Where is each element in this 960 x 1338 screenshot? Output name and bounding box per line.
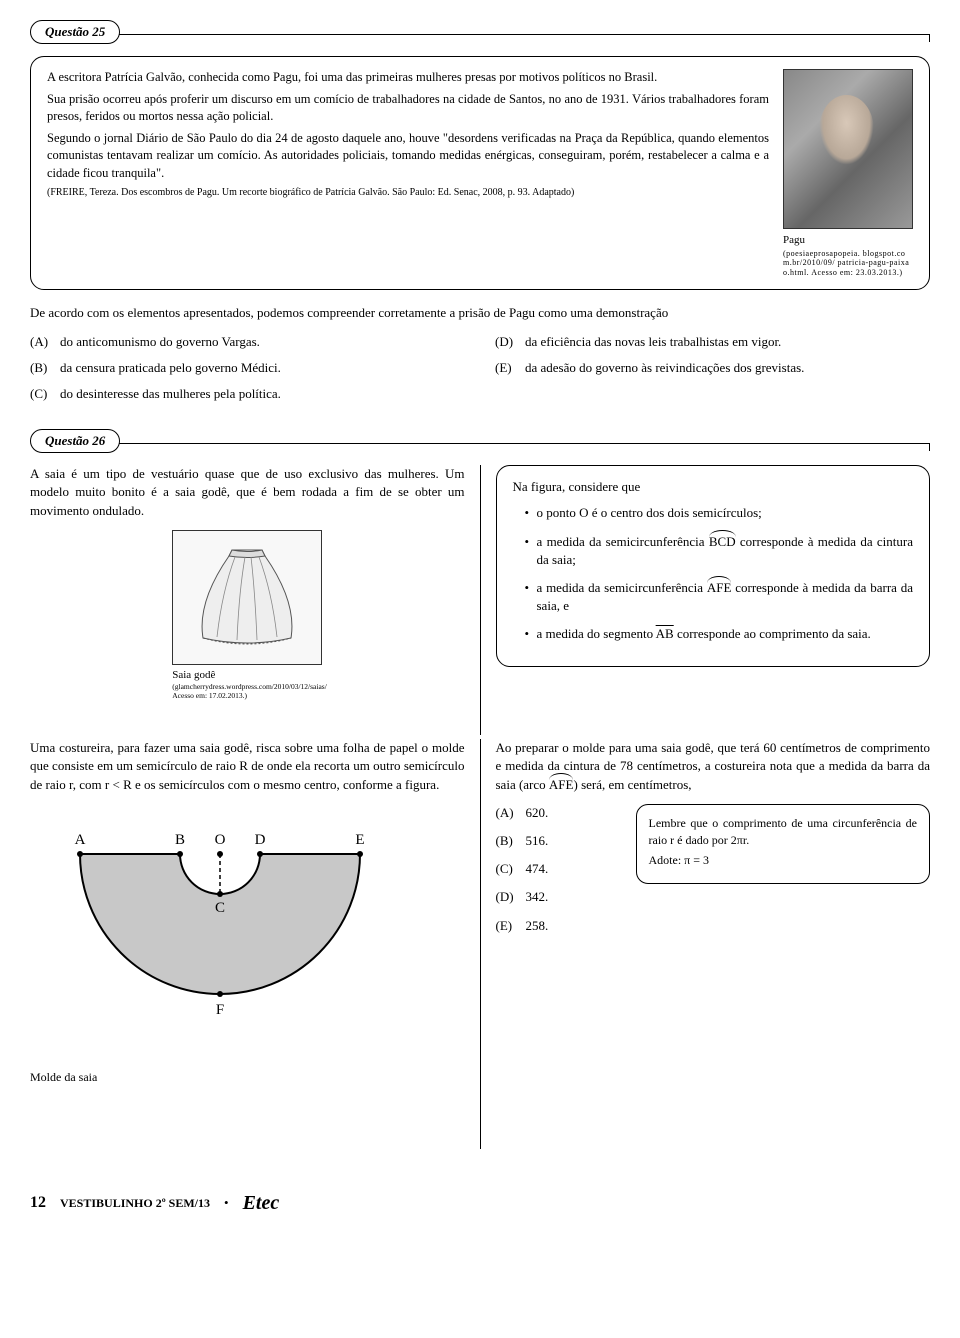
skirt-figure: Saia godê (glamcherrydress.wordpress.com… — [172, 530, 322, 700]
q25-photo-column: Pagu (poesiaeprosapopeia. blogspot.com.b… — [783, 69, 913, 277]
consider-lead: Na figura, considere que — [513, 478, 914, 496]
mold-caption: Molde da saia — [30, 1069, 465, 1086]
q26-bottom-columns: Uma costureira, para fazer uma saia godê… — [30, 739, 930, 1149]
seamstress-text: Uma costureira, para fazer uma saia godê… — [30, 739, 465, 794]
q26-opt-d-text: 342. — [526, 888, 549, 906]
pagu-photo — [783, 69, 913, 229]
q25-option-e[interactable]: (E)da adesão do governo às reivindicaçõe… — [495, 359, 930, 377]
q26-left-col: A saia é um tipo de vestuário quase que … — [30, 465, 465, 735]
lbl-e: E — [355, 832, 364, 848]
q26-opt-b-text: 516. — [526, 832, 549, 850]
q25-options: (A)do anticomunismo do governo Vargas. (… — [30, 333, 930, 412]
arc-afe-2: AFE — [549, 776, 574, 794]
footer-title: VESTIBULINHO 2º SEM/13 — [60, 1195, 210, 1212]
lbl-o: O — [215, 832, 226, 848]
q26-answer-options: (A)620. (B)516. (C)474. (D)342. (E)258. — [496, 804, 616, 945]
bullet-1: o ponto O é o centro dos dois semicírcul… — [525, 504, 914, 522]
mold-svg: A B O D E C F — [30, 814, 410, 1054]
q26-top-columns: A saia é um tipo de vestuário quase que … — [30, 465, 930, 735]
q26-header-line — [110, 443, 930, 451]
q25-context-text: A escritora Patrícia Galvão, conhecida c… — [47, 69, 769, 277]
q25-stem: De acordo com os elementos apresentados,… — [30, 304, 930, 322]
q25-opt-e-text: da adesão do governo às reivindicações d… — [525, 359, 804, 377]
seg-ab: AB — [656, 626, 674, 641]
q26-option-d[interactable]: (D)342. — [496, 888, 616, 906]
lbl-a: A — [75, 832, 86, 848]
q26-opt-c-text: 474. — [526, 860, 549, 878]
q25-context-box: A escritora Patrícia Galvão, conhecida c… — [30, 56, 930, 290]
footer-brand: Etec — [243, 1189, 280, 1217]
skirt-svg — [187, 542, 307, 652]
q25-opt-c-text: do desinteresse das mulheres pela políti… — [60, 385, 281, 403]
lbl-c: C — [215, 900, 225, 916]
q25-option-b[interactable]: (B)da censura praticada pelo governo Méd… — [30, 359, 465, 377]
q25-p3: Segundo o jornal Diário de São Paulo do … — [47, 130, 769, 183]
q26-opt-a-text: 620. — [526, 804, 549, 822]
q25-p2: Sua prisão ocorreu após proferir um disc… — [47, 91, 769, 126]
q25-opt-a-text: do anticomunismo do governo Vargas. — [60, 333, 260, 351]
q26-divider-bottom — [480, 739, 481, 1149]
q26-bottom-right: Ao preparar o molde para uma saia godê, … — [496, 739, 931, 1149]
q25-photo-source: (poesiaeprosapopeia. blogspot.com.br/201… — [783, 249, 913, 278]
q26-option-c[interactable]: (C)474. — [496, 860, 616, 878]
q26-divider-top — [480, 465, 481, 735]
hint-box: Lembre que o comprimento de uma circunfe… — [636, 804, 931, 884]
q26-bottom-left: Uma costureira, para fazer uma saia godê… — [30, 739, 465, 1149]
bullet-2: a medida da semicircunferência BCD corre… — [525, 533, 914, 569]
q26-header: Questão 26 — [30, 429, 930, 451]
q25-label: Questão 25 — [30, 20, 120, 44]
arc-bcd: BCD — [709, 533, 736, 551]
q26-right-col: Na figura, considere que o ponto O é o c… — [496, 465, 931, 735]
q25-option-a[interactable]: (A)do anticomunismo do governo Vargas. — [30, 333, 465, 351]
mold-diagram: A B O D E C F — [30, 814, 465, 1059]
page-footer: 12 VESTIBULINHO 2º SEM/13 • Etec — [30, 1189, 930, 1217]
prep-text: Ao preparar o molde para uma saia godê, … — [496, 739, 931, 794]
q26-option-e[interactable]: (E)258. — [496, 917, 616, 935]
lbl-b: B — [175, 832, 185, 848]
q26-option-a[interactable]: (A)620. — [496, 804, 616, 822]
q25-option-c[interactable]: (C)do desinteresse das mulheres pela pol… — [30, 385, 465, 403]
skirt-caption: Saia godê — [172, 668, 322, 683]
q25-option-d[interactable]: (D)da eficiência das novas leis trabalhi… — [495, 333, 930, 351]
q25-opt-b-text: da censura praticada pelo governo Médici… — [60, 359, 281, 377]
q25-header: Questão 25 — [30, 20, 930, 42]
consider-box: Na figura, considere que o ponto O é o c… — [496, 465, 931, 666]
q26-label: Questão 26 — [30, 429, 120, 453]
q26-option-b[interactable]: (B)516. — [496, 832, 616, 850]
q25-opt-d-text: da eficiência das novas leis trabalhista… — [525, 333, 781, 351]
hint-1: Lembre que o comprimento de uma circunfe… — [649, 815, 918, 849]
q25-citation: (FREIRE, Tereza. Dos escombros de Pagu. … — [47, 186, 769, 200]
q25-p1: A escritora Patrícia Galvão, conhecida c… — [47, 69, 769, 87]
q26-opt-e-text: 258. — [526, 917, 549, 935]
skirt-source: (glamcherrydress.wordpress.com/2010/03/1… — [172, 683, 322, 700]
skirt-image — [172, 530, 322, 665]
q26-answer-row: (A)620. (B)516. (C)474. (D)342. (E)258. … — [496, 804, 931, 945]
arc-afe: AFE — [707, 579, 732, 597]
lbl-d: D — [255, 832, 266, 848]
bullet-4: a medida do segmento AB corresponde ao c… — [525, 625, 914, 643]
bullet-3: a medida da semicircunferência AFE corre… — [525, 579, 914, 615]
page-number: 12 — [30, 1192, 46, 1214]
hint-2: Adote: π = 3 — [649, 852, 918, 869]
q25-photo-caption: Pagu — [783, 233, 913, 248]
footer-bullet: • — [224, 1194, 229, 1212]
lbl-f: F — [216, 1002, 224, 1018]
q25-header-line — [110, 34, 930, 42]
q26-intro: A saia é um tipo de vestuário quase que … — [30, 465, 465, 520]
